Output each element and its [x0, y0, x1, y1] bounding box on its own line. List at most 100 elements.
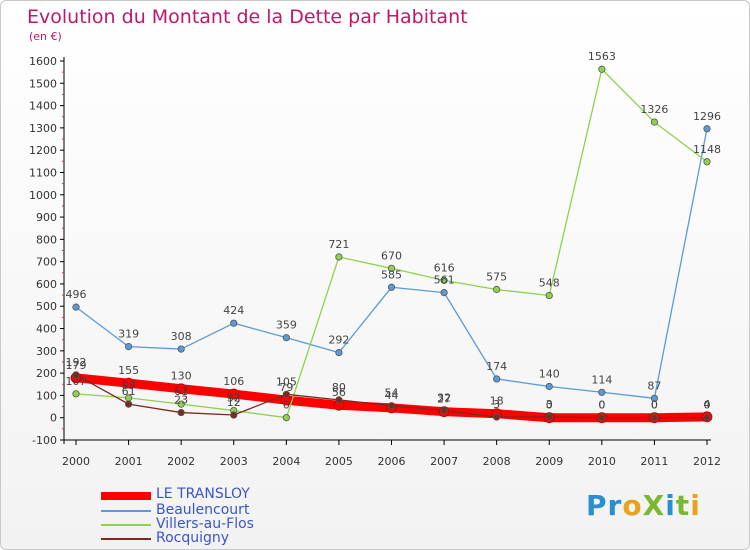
y-tick-label: 600	[36, 278, 57, 291]
data-point	[175, 383, 187, 395]
x-tick-label: 2012	[693, 455, 721, 468]
data-label: 1148	[693, 143, 721, 156]
x-tick-label: 2006	[378, 455, 406, 468]
data-point	[72, 390, 80, 398]
data-point	[493, 285, 501, 294]
data-label: 114	[591, 373, 612, 386]
y-tick-label: 400	[36, 323, 57, 336]
data-point	[650, 394, 659, 402]
data-point	[440, 276, 448, 284]
x-tick-label: 2004	[272, 455, 300, 468]
data-label: 670	[381, 249, 402, 262]
y-tick-label: 100	[36, 389, 57, 402]
data-label: 179	[66, 359, 87, 372]
data-label: 140	[539, 367, 560, 380]
data-label: 575	[486, 271, 507, 284]
x-tick-label: 2008	[483, 455, 511, 468]
y-tick-label: 800	[36, 233, 57, 246]
data-point	[650, 118, 659, 126]
y-tick-label: 0	[50, 412, 57, 425]
chart-series-layer	[70, 65, 713, 424]
legend-label-beaulencourt: Beaulencourt	[156, 502, 250, 518]
x-tick-label: 2002	[167, 455, 195, 468]
y-tick-label: 300	[36, 345, 57, 358]
data-point	[387, 283, 396, 291]
legend-label-le-transloy: LE TRANSLOY	[156, 486, 250, 502]
data-label: 54	[385, 387, 399, 400]
data-label: 0	[598, 399, 605, 412]
data-label: 0	[704, 399, 711, 412]
legend-label-villers-au-flos: Villers-au-Flos	[156, 516, 254, 532]
data-label: 0	[546, 399, 553, 412]
y-tick-label: 500	[36, 300, 57, 313]
data-point	[335, 396, 343, 404]
data-point	[598, 414, 606, 422]
data-label: 32	[437, 392, 451, 405]
data-point	[282, 390, 290, 398]
chart-title: Evolution du Montant de la Dette par Hab…	[27, 6, 468, 28]
data-label: 561	[434, 274, 455, 287]
data-label: 4	[704, 398, 711, 411]
data-point	[440, 406, 448, 415]
data-point	[124, 342, 133, 351]
data-point	[493, 413, 501, 421]
data-label: 32	[227, 392, 241, 405]
data-point	[703, 414, 711, 422]
data-point	[72, 303, 80, 311]
data-point	[650, 414, 659, 422]
data-point	[598, 388, 606, 396]
chart-axes: -100010020030040050060070080090010001100…	[29, 55, 721, 468]
data-label: 18	[490, 395, 504, 408]
data-label: 107	[66, 375, 87, 388]
x-tick-label: 2011	[640, 455, 668, 468]
data-point	[228, 388, 240, 400]
y-tick-label: 1300	[29, 122, 57, 135]
data-label: 105	[276, 375, 297, 388]
chart-unit-label: (en €)	[29, 30, 62, 43]
x-tick-label: 2000	[62, 455, 90, 468]
data-point	[335, 349, 343, 357]
x-tick-label: 2007	[430, 455, 458, 468]
data-point	[545, 291, 553, 300]
legend-swatch-rocquigny	[101, 538, 151, 540]
y-tick-label: 1000	[29, 189, 57, 202]
data-point	[493, 375, 501, 383]
data-label: 44	[385, 389, 399, 402]
series-line-villers-au-flos	[75, 68, 708, 419]
y-tick-label: 1200	[29, 144, 57, 157]
data-point	[282, 334, 290, 342]
data-label: 192	[66, 356, 87, 369]
y-tick-label: 900	[36, 211, 57, 224]
data-label: 359	[276, 319, 297, 332]
data-label: 585	[381, 268, 402, 281]
x-tick-label: 2010	[588, 455, 616, 468]
data-label: 616	[434, 261, 455, 274]
data-point	[124, 400, 133, 408]
data-point	[177, 400, 185, 408]
data-label: 0	[651, 399, 658, 412]
data-label: 548	[539, 277, 560, 290]
data-label: 61	[122, 385, 136, 398]
data-label: 27	[437, 393, 451, 406]
data-point	[177, 345, 185, 353]
data-label: 319	[118, 328, 139, 341]
data-label: 1296	[693, 110, 721, 123]
legend-label-rocquigny: Rocquigny	[156, 530, 230, 546]
series-line-beaulencourt	[75, 128, 708, 399]
proxiti-logo: ProXiti	[586, 489, 701, 522]
data-point	[545, 413, 553, 421]
data-point	[230, 411, 238, 419]
x-tick-label: 2003	[220, 455, 248, 468]
data-label: 79	[279, 381, 293, 394]
data-label: 1563	[588, 50, 616, 63]
data-label: 721	[328, 238, 349, 251]
data-point	[123, 377, 134, 389]
data-label: 89	[122, 379, 136, 392]
data-label: 0	[598, 399, 605, 412]
data-label: 106	[223, 375, 244, 388]
data-point	[703, 158, 711, 166]
data-label: 0	[651, 399, 658, 412]
